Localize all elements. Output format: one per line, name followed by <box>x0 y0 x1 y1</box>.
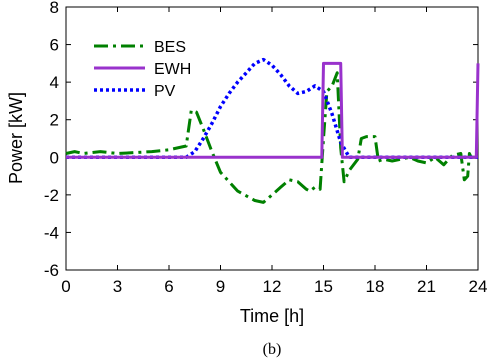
x-tick-label: 24 <box>469 277 488 296</box>
legend-label-pv: PV <box>154 83 176 100</box>
y-tick-label: 8 <box>50 0 59 17</box>
y-tick-label: -4 <box>44 223 59 242</box>
x-tick-label: 6 <box>164 277 173 296</box>
plot-area <box>65 6 479 271</box>
x-tick-label: 15 <box>314 277 333 296</box>
y-tick-label: -2 <box>44 186 59 205</box>
series-line-ewh <box>66 61 480 159</box>
x-tick-label: 3 <box>113 277 122 296</box>
series-layer <box>65 57 480 204</box>
y-tick-label: 6 <box>50 36 59 55</box>
y-tick-label: -6 <box>44 261 59 280</box>
x-tick-label: 12 <box>263 277 282 296</box>
x-tick-label: 18 <box>366 277 385 296</box>
x-tick-label: 9 <box>216 277 225 296</box>
y-tick-label: 2 <box>50 111 59 130</box>
series-line-pv <box>66 57 478 160</box>
figure-caption: (b) <box>263 341 282 358</box>
y-tick-label: 0 <box>50 148 59 167</box>
legend: BES EWH PV <box>94 39 191 100</box>
x-tick-label: 0 <box>61 277 70 296</box>
y-tick-label: 4 <box>50 73 59 92</box>
y-axis-title: Power [kW] <box>6 92 26 184</box>
legend-label-ewh: EWH <box>154 61 191 78</box>
series-line-bes <box>65 71 478 204</box>
legend-label-bes: BES <box>154 39 186 56</box>
x-axis-title: Time [h] <box>240 306 304 326</box>
x-tick-label: 21 <box>417 277 436 296</box>
